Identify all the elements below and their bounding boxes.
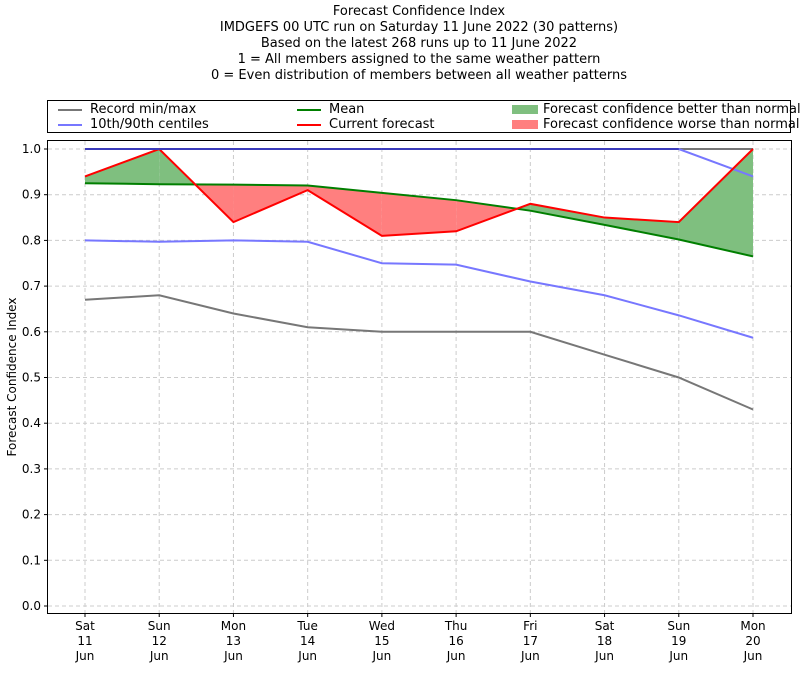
series-line-90th-centile xyxy=(85,148,754,178)
x-tick-label: 18 xyxy=(597,634,612,648)
y-tick-label: 0.7 xyxy=(22,279,41,293)
legend-swatch-better xyxy=(512,105,538,114)
legend-swatch-record xyxy=(58,108,82,111)
x-tick-label: Sat xyxy=(75,619,95,633)
x-tick-label: Wed xyxy=(369,619,395,633)
x-tick-label: Jun xyxy=(743,649,763,663)
y-axis-label: Forecast Confidence Index xyxy=(5,298,19,457)
x-tick-label: Jun xyxy=(520,649,540,663)
legend-item-mean: Mean xyxy=(297,102,364,117)
x-tick-label: Sat xyxy=(595,619,615,633)
x-tick-label: 12 xyxy=(152,634,167,648)
fill-worse-than-normal xyxy=(381,192,457,236)
chart-subtitle-1: IMDGEFS 00 UTC run on Saturday 11 June 2… xyxy=(219,20,619,35)
x-tick-label: 13 xyxy=(226,634,241,648)
x-axis: Sat11JunSun12JunMon13JunTue14JunWed15Jun… xyxy=(75,613,766,663)
x-tick-label: Tue xyxy=(296,619,318,633)
fill-better-than-normal xyxy=(678,149,753,257)
y-axis: 0.0 0.1 0.2 0.3 0.4 0.5 0.6 0.7 0.8 0.9 1.0 xyxy=(22,142,48,613)
chart-subtitle-3: 1 = All members assigned to the same wea… xyxy=(237,52,601,67)
x-tick-label: Thu xyxy=(444,619,468,633)
x-tick-label: Jun xyxy=(668,649,688,663)
series-line-current-forecast xyxy=(84,147,754,237)
y-tick-label: 1.0 xyxy=(22,142,41,156)
legend-item-worse: Forecast confidence worse than normal xyxy=(512,117,800,132)
y-tick-label: 0.4 xyxy=(22,416,41,430)
legend-item-record: Record min/max xyxy=(58,102,196,117)
legend-label-current: Current forecast xyxy=(329,117,435,132)
y-tick-label: 0.0 xyxy=(22,599,41,613)
y-tick-label: 0.2 xyxy=(22,508,41,522)
x-tick-label: 14 xyxy=(300,634,315,648)
y-tick-label: 0.6 xyxy=(22,325,41,339)
x-tick-label: 17 xyxy=(523,634,538,648)
legend-label-record: Record min/max xyxy=(90,102,197,117)
series-line-10th-centile xyxy=(84,239,754,339)
x-tick-label: Jun xyxy=(149,649,169,663)
x-tick-label: Jun xyxy=(297,649,317,663)
chart-legend: Record min/max 10th/90th centiles Mean C… xyxy=(47,100,800,133)
fill-better-than-normal xyxy=(530,203,605,225)
legend-swatch-mean xyxy=(297,108,321,111)
y-tick-label: 0.1 xyxy=(22,553,41,567)
x-tick-label: 16 xyxy=(448,634,463,648)
legend-label-mean: Mean xyxy=(329,102,365,117)
x-tick-label: Jun xyxy=(372,649,392,663)
x-tick-label: Fri xyxy=(523,619,537,633)
x-tick-label: Mon xyxy=(221,619,246,633)
legend-label-centiles: 10th/90th centiles xyxy=(90,117,209,132)
x-tick-label: Jun xyxy=(223,649,243,663)
chart-subtitle-2: Based on the latest 268 runs up to 11 Ju… xyxy=(260,36,578,51)
x-tick-label: Jun xyxy=(594,649,614,663)
legend-label-worse: Forecast confidence worse than normal xyxy=(543,117,800,132)
x-tick-label: 20 xyxy=(745,634,760,648)
x-tick-label: Jun xyxy=(75,649,95,663)
x-tick-label: Mon xyxy=(740,619,765,633)
chart-titles: Forecast Confidence Index IMDGEFS 00 UTC… xyxy=(0,4,800,84)
legend-item-current: Current forecast xyxy=(297,117,435,132)
x-tick-label: Sun xyxy=(667,619,690,633)
fill-worse-than-normal xyxy=(233,184,308,223)
y-tick-label: 0.5 xyxy=(22,371,41,385)
y-tick-label: 0.8 xyxy=(22,233,41,247)
y-tick-label: 0.9 xyxy=(22,188,41,202)
chart-subtitle-4: 0 = Even distribution of members between… xyxy=(210,68,628,83)
fill-better-than-normal xyxy=(604,217,679,240)
y-tick-label: 0.3 xyxy=(22,462,41,476)
legend-item-centiles: 10th/90th centiles xyxy=(58,117,209,132)
legend-swatch-centiles xyxy=(58,123,82,126)
x-tick-label: 11 xyxy=(77,634,92,648)
chart-title: Forecast Confidence Index xyxy=(332,4,506,19)
series-line-record-min xyxy=(84,294,754,411)
series-lines xyxy=(84,147,754,411)
legend-swatch-worse xyxy=(512,120,538,129)
x-tick-label: 15 xyxy=(374,634,389,648)
legend-item-better: Forecast confidence better than normal xyxy=(512,102,800,117)
legend-swatch-current xyxy=(297,123,321,126)
x-tick-label: Sun xyxy=(148,619,171,633)
x-tick-label: 19 xyxy=(671,634,686,648)
legend-label-better: Forecast confidence better than normal xyxy=(543,102,800,117)
fill-better-than-normal xyxy=(85,149,160,185)
x-tick-label: Jun xyxy=(446,649,466,663)
fill-worse-than-normal xyxy=(456,200,517,232)
